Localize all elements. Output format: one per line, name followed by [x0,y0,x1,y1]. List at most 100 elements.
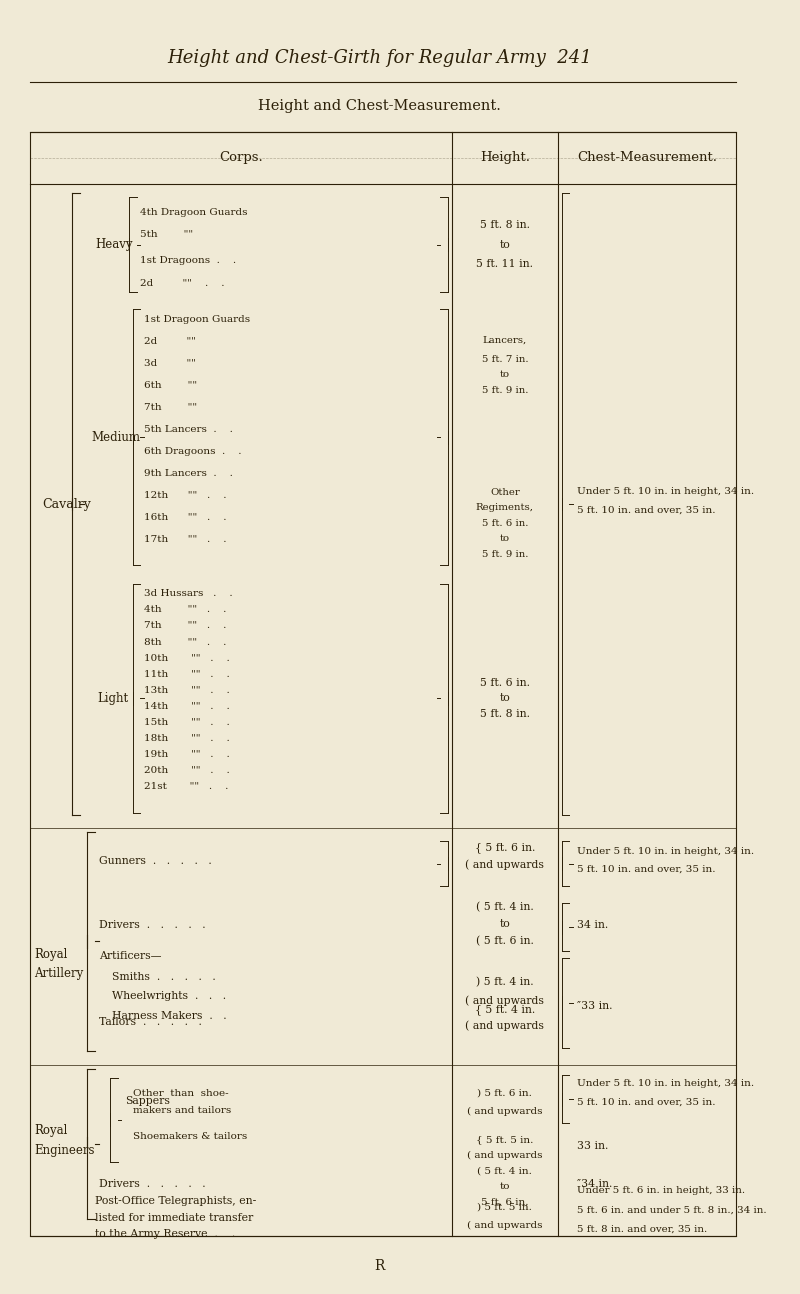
Text: 5 ft. 8 in.: 5 ft. 8 in. [480,220,530,230]
Text: to: to [500,1183,510,1190]
Text: Under 5 ft. 10 in. in height, 34 in.: Under 5 ft. 10 in. in height, 34 in. [577,1079,754,1088]
Text: R: R [374,1259,385,1272]
Text: 1st Dragoons  .    .: 1st Dragoons . . [141,256,237,264]
Text: 9th Lancers  .    .: 9th Lancers . . [144,470,233,477]
Text: 5 ft. 9 in.: 5 ft. 9 in. [482,386,528,395]
Text: { 5 ft. 6 in.: { 5 ft. 6 in. [474,842,535,853]
Text: 20th       ""   .    .: 20th "" . . [144,766,230,775]
Text: 5 ft. 10 in. and over, 35 in.: 5 ft. 10 in. and over, 35 in. [577,1097,715,1106]
Text: 5 ft. 6 in. and under 5 ft. 8 in., 34 in.: 5 ft. 6 in. and under 5 ft. 8 in., 34 in… [577,1206,766,1214]
Text: 6th        "": 6th "" [144,382,198,389]
Text: ) 5 ft. 4 in.: ) 5 ft. 4 in. [476,977,534,987]
Text: 7th        "": 7th "" [144,404,198,411]
Text: ( and upwards: ( and upwards [466,1021,544,1031]
Text: 18th       ""   .    .: 18th "" . . [144,734,230,743]
Text: 3d Hussars   .    .: 3d Hussars . . [144,590,233,598]
Text: { 5 ft. 5 in.: { 5 ft. 5 in. [476,1136,534,1144]
Text: 5th        "": 5th "" [141,230,194,238]
Text: Shoemakers & tailors: Shoemakers & tailors [133,1132,247,1140]
Text: ( and upwards: ( and upwards [467,1220,542,1231]
Text: Lancers,: Lancers, [482,335,527,344]
Text: 12th      ""   .    .: 12th "" . . [144,492,226,499]
Text: 5th Lancers  .    .: 5th Lancers . . [144,426,233,433]
Text: Drivers  .   .   .   .   .: Drivers . . . . . [98,1179,206,1189]
Text: 10th       ""   .    .: 10th "" . . [144,653,230,663]
Text: to the Army Reserve  .    .: to the Army Reserve . . [95,1229,235,1240]
Text: Smiths  .   .   .   .   .: Smiths . . . . . [112,972,216,982]
Text: 3d         "": 3d "" [144,360,196,367]
Text: Height and Chest-Measurement.: Height and Chest-Measurement. [258,100,501,113]
Text: 11th       ""   .    .: 11th "" . . [144,669,230,678]
Text: ) 5 ft. 5 in.: ) 5 ft. 5 in. [478,1203,532,1211]
Text: 4th        ""   .    .: 4th "" . . [144,606,226,615]
Text: Artillery: Artillery [34,967,83,981]
Text: 5 ft. 7 in.: 5 ft. 7 in. [482,355,528,364]
Text: Royal: Royal [34,1124,67,1137]
Text: ( and upwards: ( and upwards [467,1150,542,1161]
Text: 2d         "": 2d "" [144,338,196,345]
Text: ( 5 ft. 4 in.: ( 5 ft. 4 in. [476,902,534,912]
Text: 13th       ""   .    .: 13th "" . . [144,686,230,695]
Text: 33 in.: 33 in. [577,1141,608,1152]
Text: 5 ft. 9 in.: 5 ft. 9 in. [482,550,528,559]
Text: 6th Dragoons  .    .: 6th Dragoons . . [144,448,242,455]
Text: Under 5 ft. 6 in. in height, 33 in.: Under 5 ft. 6 in. in height, 33 in. [577,1187,745,1194]
Text: ″34 in.: ″34 in. [577,1179,612,1189]
Text: 5 ft. 10 in. and over, 35 in.: 5 ft. 10 in. and over, 35 in. [577,506,715,515]
Text: 1st Dragoon Guards: 1st Dragoon Guards [144,316,250,324]
Text: 5 ft. 8 in.: 5 ft. 8 in. [480,709,530,718]
Text: Light: Light [97,691,128,705]
Text: to: to [499,694,510,703]
Text: Cavalry: Cavalry [42,497,90,511]
Text: listed for immediate transfer: listed for immediate transfer [95,1212,253,1223]
Text: 4th Dragoon Guards: 4th Dragoon Guards [141,208,248,216]
Text: Regiments,: Regiments, [476,503,534,512]
Text: Height.: Height. [480,151,530,164]
Text: 5 ft. 10 in. and over, 35 in.: 5 ft. 10 in. and over, 35 in. [577,866,715,873]
Text: Tailors  .   .   .   .   .: Tailors . . . . . [98,1017,202,1027]
Text: 16th      ""   .    .: 16th "" . . [144,514,226,521]
Text: 8th        ""   .    .: 8th "" . . [144,638,226,647]
Text: ( 5 ft. 6 in.: ( 5 ft. 6 in. [476,936,534,946]
Text: Height and Chest-Girth for Regular Army  241: Height and Chest-Girth for Regular Army … [167,49,592,67]
Text: Under 5 ft. 10 in. in height, 34 in.: Under 5 ft. 10 in. in height, 34 in. [577,487,754,496]
Text: to: to [500,370,510,379]
Text: ( 5 ft. 4 in.: ( 5 ft. 4 in. [478,1167,532,1175]
Text: 19th       ""   .    .: 19th "" . . [144,749,230,758]
Text: Under 5 ft. 10 in. in height, 34 in.: Under 5 ft. 10 in. in height, 34 in. [577,848,754,855]
Text: Gunners  .   .   .   .   .: Gunners . . . . . [98,855,211,866]
Text: Heavy: Heavy [95,238,132,251]
Text: 14th       ""   .    .: 14th "" . . [144,701,230,710]
Text: ″33 in.: ″33 in. [577,1002,613,1011]
Text: 5 ft. 6 in.: 5 ft. 6 in. [482,519,528,528]
Text: Corps.: Corps. [219,151,263,164]
Text: Royal: Royal [34,947,67,961]
Text: ) 5 ft. 6 in.: ) 5 ft. 6 in. [478,1090,532,1097]
Text: 21st       ""   .    .: 21st "" . . [144,782,229,791]
Text: to: to [499,919,510,929]
Text: makers and tailors: makers and tailors [133,1106,231,1114]
Text: to: to [500,534,510,543]
Text: Artificers—: Artificers— [98,951,161,961]
Text: 5 ft. 6 in.: 5 ft. 6 in. [481,1198,529,1206]
Text: 7th        ""   .    .: 7th "" . . [144,621,226,630]
Text: Medium: Medium [91,431,140,444]
Text: ( and upwards: ( and upwards [466,859,544,870]
Text: Wheelwrights  .   .   .: Wheelwrights . . . [112,991,226,1002]
Text: Other  than  shoe-: Other than shoe- [133,1090,229,1097]
Text: Engineers: Engineers [34,1144,94,1157]
Text: 17th      ""   .    .: 17th "" . . [144,536,226,543]
Text: Harness Makers  .   .: Harness Makers . . [112,1011,227,1021]
Text: 15th       ""   .    .: 15th "" . . [144,718,230,727]
Text: Post-Office Telegraphists, en-: Post-Office Telegraphists, en- [95,1196,256,1206]
Text: 2d         ""    .    .: 2d "" . . [141,280,225,287]
Text: Chest-Measurement.: Chest-Measurement. [577,151,717,164]
Text: ( and upwards: ( and upwards [467,1106,542,1117]
Text: Other: Other [490,488,520,497]
Text: 5 ft. 8 in. and over, 35 in.: 5 ft. 8 in. and over, 35 in. [577,1225,707,1233]
Text: to: to [499,239,510,250]
Text: { 5 ft. 4 in.: { 5 ft. 4 in. [474,1004,535,1014]
Text: 5 ft. 11 in.: 5 ft. 11 in. [476,259,534,269]
Text: 5 ft. 6 in.: 5 ft. 6 in. [480,678,530,687]
Text: ( and upwards: ( and upwards [466,995,544,1005]
